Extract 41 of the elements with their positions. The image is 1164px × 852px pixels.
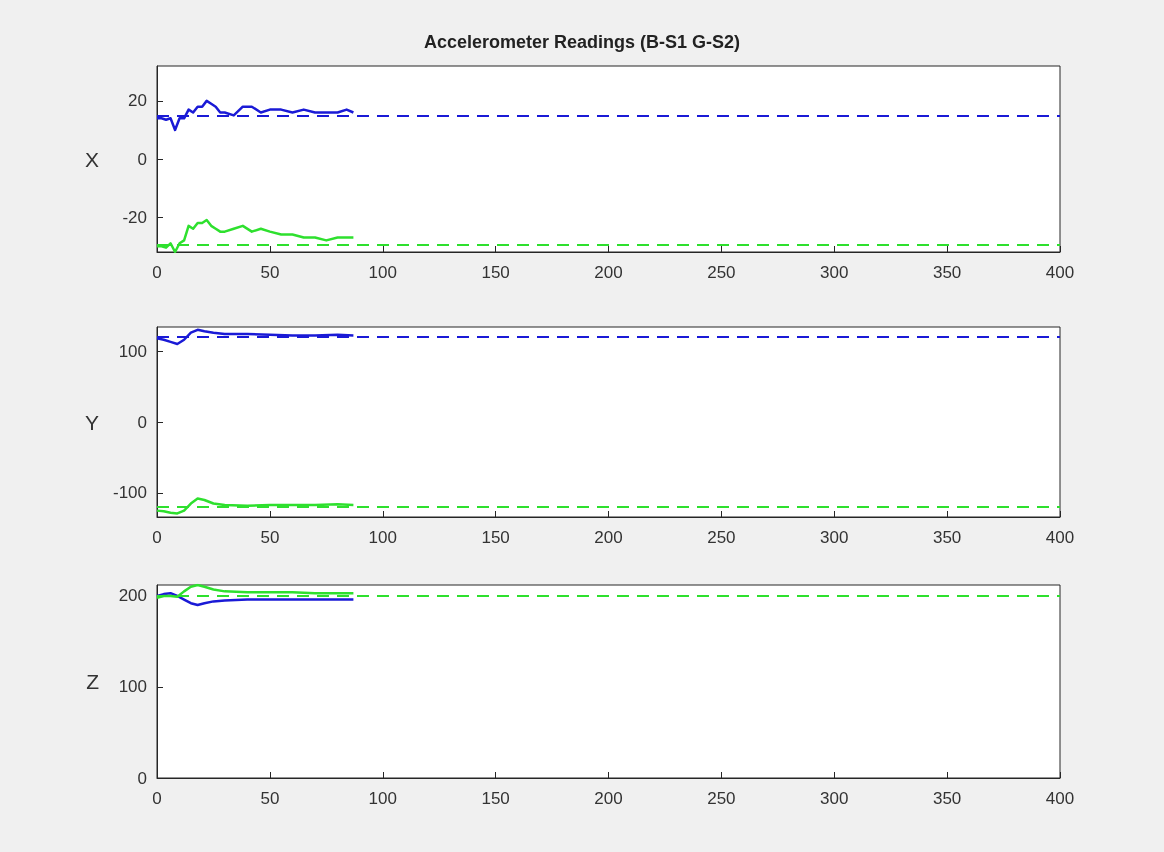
x-tick-label: 0 [152,528,162,547]
x-tick-label: 300 [820,263,849,282]
x-tick-label: 150 [481,789,510,808]
x-tick-label: 300 [820,789,849,808]
y-tick-label: 100 [118,677,147,697]
y-tick-label: 100 [118,341,147,361]
x-tick-label: 200 [594,789,623,808]
y-tick-label: 0 [137,768,147,788]
x-tick-label: 400 [1045,263,1075,282]
x-tick-label: 400 [1045,528,1075,547]
x-tick-label: 0 [152,789,162,808]
y-tick-label: 0 [137,412,147,432]
x-tick-label: 50 [260,789,280,808]
y-axis-title: X [84,147,99,171]
y-axis-title: Y [84,410,99,434]
x-tick-label: 350 [932,789,962,808]
chart-title: Accelerometer Readings (B-S1 G-S2) [423,32,741,52]
x-tick-label: 250 [707,789,736,808]
x-tick-label: 0 [152,263,162,282]
y-tick-label: 0 [137,149,147,169]
x-tick-label: 150 [481,528,510,547]
x-tick-label: 150 [481,263,510,282]
x-tick-label: 100 [368,528,397,547]
x-tick-label: 100 [368,263,397,282]
x-tick-label: 50 [260,263,280,282]
x-tick-label: 350 [932,263,962,282]
x-tick-label: 200 [594,263,623,282]
x-tick-label: 300 [820,528,849,547]
y-tick-label: -100 [112,483,147,503]
x-tick-label: 50 [260,528,280,547]
y-axis-title: Z [86,670,100,693]
x-tick-label: 400 [1045,789,1075,808]
x-tick-label: 250 [707,263,736,282]
x-tick-label: 100 [368,789,397,808]
line-series [155,591,355,607]
y-tick-label: 200 [118,586,147,606]
x-tick-label: 200 [594,528,623,547]
y-tick-label: -20 [122,207,147,227]
x-tick-label: 350 [932,528,962,547]
x-tick-label: 250 [707,528,736,547]
y-tick-label: 20 [128,91,147,111]
